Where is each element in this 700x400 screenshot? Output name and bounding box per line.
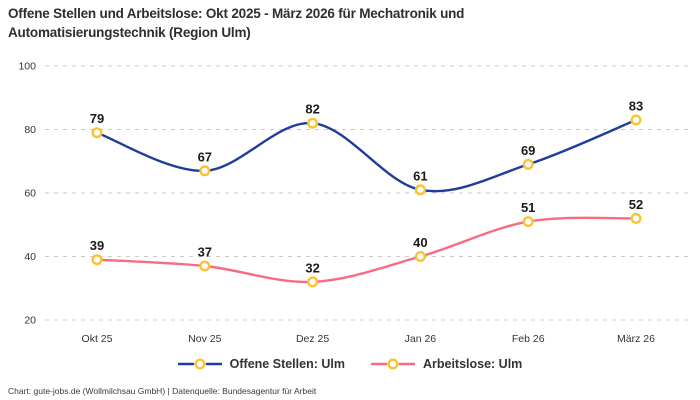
legend: Offene Stellen: Ulm Arbeitslose: Ulm — [0, 357, 700, 371]
y-axis-tick-label: 80 — [24, 124, 36, 136]
data-point-marker[interactable] — [199, 260, 211, 272]
data-point-marker[interactable] — [414, 250, 426, 262]
chart-title: Offene Stellen und Arbeitslose: Okt 2025… — [8, 4, 464, 42]
data-point-marker[interactable] — [91, 127, 103, 139]
legend-line-marker-icon — [177, 358, 222, 370]
data-point-marker[interactable] — [414, 184, 426, 196]
x-axis-tick-label: Jan 26 — [405, 333, 437, 345]
data-point-value-label: 61 — [413, 168, 427, 183]
data-point-marker[interactable] — [522, 158, 534, 170]
data-point-value-label: 39 — [90, 238, 104, 253]
data-point-value-label: 51 — [521, 200, 535, 215]
data-point-marker[interactable] — [522, 216, 534, 228]
chart-title-line2: Automatisierungstechnik (Region Ulm) — [8, 25, 251, 40]
plot-area: 100 80 60 40 20 Okt 25 Nov 25 Dez 25 Jan 26 Feb 2… — [18, 61, 691, 345]
y-axis-tick-label: 20 — [24, 315, 36, 327]
series-line-offene-stellen-ulm — [95, 118, 638, 193]
x-axis-tick-label: Dez 25 — [296, 333, 329, 345]
data-point-value-label: 79 — [90, 111, 104, 126]
data-point-marker[interactable] — [91, 254, 103, 266]
y-axis-tick-label: 60 — [24, 188, 36, 200]
data-point-value-label: 37 — [198, 245, 212, 260]
data-point-value-label: 82 — [305, 102, 319, 117]
legend-item-arbeitslose[interactable]: Arbeitslose: Ulm — [370, 357, 523, 371]
legend-item-offene-stellen[interactable]: Offene Stellen: Ulm — [177, 357, 345, 371]
data-point-marker[interactable] — [199, 165, 211, 177]
x-axis-tick-label: März 26 — [617, 333, 655, 345]
data-point-marker[interactable] — [307, 276, 319, 288]
data-point-value-label: 32 — [305, 260, 319, 275]
y-axis-tick-label: 40 — [24, 251, 36, 263]
y-axis-tick-label: 100 — [18, 61, 36, 73]
x-axis-tick-label: Feb 26 — [512, 333, 545, 345]
series-line-arbeitslose-ulm — [95, 216, 638, 284]
legend-label-arbeitslose: Arbeitslose: Ulm — [422, 357, 523, 371]
x-axis-tick-label: Nov 25 — [188, 333, 221, 345]
data-point-marker[interactable] — [630, 114, 642, 126]
data-point-value-label: 52 — [629, 197, 643, 212]
x-axis-tick-label: Okt 25 — [82, 333, 113, 345]
data-point-value-label: 40 — [413, 235, 427, 250]
chart-title-line1: Offene Stellen und Arbeitslose: Okt 2025… — [8, 6, 465, 21]
data-point-value-label: 69 — [521, 143, 535, 158]
data-point-marker[interactable] — [630, 212, 642, 224]
data-point-value-label: 83 — [629, 99, 643, 114]
data-point-value-label: 67 — [198, 149, 212, 164]
legend-line-marker-icon — [370, 358, 415, 370]
data-point-marker[interactable] — [307, 117, 319, 129]
legend-label-offene-stellen: Offene Stellen: Ulm — [229, 357, 345, 371]
attribution-text: Chart: gute-jobs.de (Wollmilchsau GmbH) … — [8, 386, 317, 396]
